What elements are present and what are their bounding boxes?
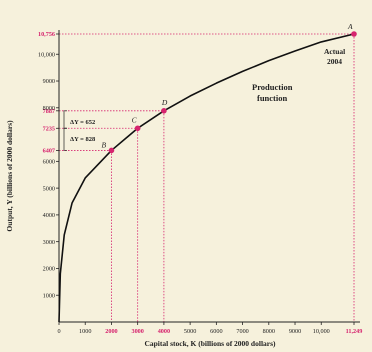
x-tick-label: 10,000 (313, 328, 330, 335)
y-tick-label: 7235 (43, 125, 55, 132)
x-tick-label: 7000 (236, 328, 248, 335)
curve-label-line1: Production (252, 82, 293, 92)
x-tick-label: 4000 (158, 328, 170, 335)
y-tick-label: 3000 (43, 239, 55, 246)
y-ticks: 1000 2000 3000 4000 5000 6000 6407 7235 78878000… (38, 31, 59, 299)
actual-label-line2: 2004 (327, 57, 342, 66)
y-tick-label: 6000 (43, 159, 55, 166)
x-tick-label: 8000 (263, 328, 275, 335)
delta-lower-bracket (63, 127, 67, 151)
y-tick-label: 9000 (43, 78, 55, 85)
point-label-A: A (347, 22, 353, 31)
guide-lines (59, 33, 355, 322)
points-group: A B C D (101, 22, 357, 154)
x-tick-label: 5000 (184, 328, 196, 335)
y-axis-label: Output, Y (billions of 2000 dollars) (5, 120, 14, 232)
y-tick-label: 10,000 (38, 51, 55, 58)
delta-lower-label: ΔY = 828 (70, 136, 96, 143)
y-tick-label: 10,756 (38, 31, 55, 38)
y-tick-label: 5000 (43, 185, 55, 192)
curve-label-line2: function (257, 93, 288, 103)
x-tick-label: 11,249 (346, 328, 363, 335)
point-D (161, 108, 167, 114)
y-tick-label: 7887 (43, 108, 55, 115)
axes (58, 30, 360, 323)
x-tick-label: 9000 (289, 328, 301, 335)
point-label-D: D (161, 98, 168, 107)
point-label-C: C (132, 115, 138, 124)
x-tick-label: 0 (57, 328, 60, 335)
production-function-curve (58, 33, 355, 323)
x-tick-label: 3000 (131, 328, 143, 335)
point-label-B: B (101, 140, 106, 149)
x-tick-label: 1000 (79, 328, 91, 335)
x-axis-label: Capital stock, K (billions of 2000 dolla… (144, 339, 276, 348)
y-tick-label: 8000 (43, 105, 55, 112)
point-B (108, 147, 115, 154)
x-tick-label: 2000 (105, 328, 117, 335)
point-C (134, 125, 141, 132)
delta-upper-label: ΔY = 652 (70, 119, 95, 126)
point-A (351, 31, 357, 37)
annotations: Production function Actual 2004 ΔY = 652… (5, 47, 345, 348)
delta-brackets (63, 110, 67, 151)
x-tick-label: 6000 (210, 328, 222, 335)
actual-label-line1: Actual (324, 47, 345, 56)
y-tick-label: 6407 (43, 148, 55, 155)
y-tick-label: 2000 (43, 266, 55, 273)
series-group (58, 33, 355, 323)
y-tick-label: 4000 (43, 212, 55, 219)
y-tick-label: 1000 (43, 292, 55, 299)
x-ticks: 0 1000 2000 3000 4000 5000 6000 7000 8000 9000 10,… (57, 322, 362, 335)
delta-upper-bracket (63, 110, 67, 129)
